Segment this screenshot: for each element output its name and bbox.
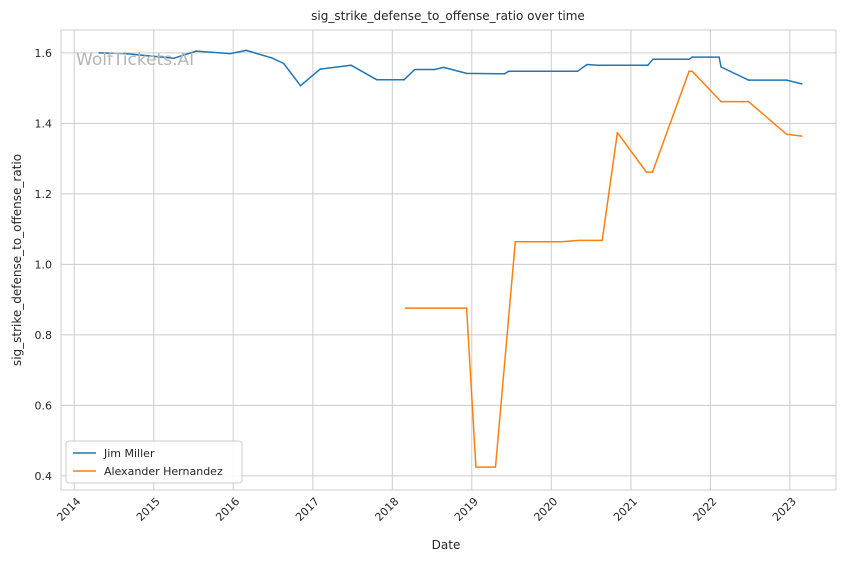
data-point-jim-miller [747, 79, 750, 81]
data-point-jim-miller [245, 49, 248, 52]
watermark: WolfTickets.AI [76, 50, 194, 70]
data-point-jim-miller [98, 52, 101, 54]
data-point-jim-miller [173, 57, 175, 59]
y-tick-label: 0.4 [35, 470, 53, 483]
data-point-jim-miller [229, 52, 232, 55]
y-tick-label: 1.2 [35, 188, 53, 201]
data-point-alexander-hernandez [645, 171, 648, 173]
data-point-jim-miller [319, 68, 322, 70]
legend: Jim Miller Alexander Hernandez [65, 440, 243, 484]
data-point-jim-miller [465, 72, 468, 75]
data-point-alexander-hernandez [494, 466, 497, 468]
data-point-jim-miller [718, 56, 720, 58]
data-point-jim-miller [375, 78, 378, 81]
data-point-alexander-hernandez [688, 70, 690, 72]
data-point-jim-miller [785, 79, 788, 81]
data-point-alexander-hernandez [720, 100, 722, 103]
data-point-jim-miller [124, 52, 126, 55]
y-tick-label: 1.6 [35, 47, 53, 60]
data-point-alexander-hernandez [475, 466, 477, 468]
data-point-alexander-hernandez [578, 239, 581, 242]
data-point-alexander-hernandez [404, 307, 407, 309]
data-point-jim-miller [508, 70, 510, 72]
legend-label-alexander-hernandez: Alexander Hernandez [104, 465, 223, 478]
data-point-jim-miller [403, 78, 405, 81]
data-point-alexander-hernandez [651, 171, 654, 173]
data-point-jim-miller [647, 64, 649, 66]
data-point-jim-miller [350, 64, 352, 66]
data-point-jim-miller [691, 56, 693, 58]
series-layer [98, 49, 803, 468]
data-point-alexander-hernandez [801, 135, 803, 137]
data-point-alexander-hernandez [560, 241, 562, 243]
data-point-alexander-hernandez [465, 307, 468, 309]
data-point-alexander-hernandez [785, 133, 788, 136]
data-point-jim-miller [801, 83, 803, 85]
data-point-alexander-hernandez [747, 100, 750, 103]
x-axis-title: Date [432, 538, 461, 552]
grid [61, 30, 836, 490]
data-point-jim-miller [688, 58, 690, 61]
data-point-jim-miller [433, 68, 436, 71]
data-point-alexander-hernandez [514, 241, 517, 243]
data-point-jim-miller [299, 84, 302, 87]
data-point-jim-miller [282, 62, 285, 65]
y-tick-label: 1.0 [35, 258, 53, 271]
data-point-jim-miller [720, 66, 722, 68]
data-point-jim-miller [195, 50, 197, 52]
data-point-alexander-hernandez [601, 239, 603, 242]
y-axis-title: sig_strike_defense_to_offense_ratio [10, 154, 24, 366]
legend-label-jim-miller: Jim Miller [103, 447, 155, 460]
y-tick-label: 1.4 [35, 117, 53, 130]
data-point-alexander-hernandez [616, 131, 619, 134]
y-tick-label: 0.6 [35, 399, 53, 412]
data-point-jim-miller [442, 66, 445, 69]
data-point-jim-miller [270, 57, 273, 59]
chart-title: sig_strike_defense_to_offense_ratio over… [311, 9, 585, 23]
data-point-jim-miller [497, 72, 499, 75]
legend-box [65, 440, 243, 484]
data-point-jim-miller [596, 64, 599, 66]
data-point-jim-miller [576, 70, 579, 72]
data-point-jim-miller [503, 72, 506, 75]
plot-frame [60, 29, 837, 491]
data-point-jim-miller [414, 68, 416, 71]
y-tick-label: 0.8 [35, 329, 53, 342]
data-point-jim-miller [652, 58, 654, 61]
data-point-jim-miller [586, 63, 588, 66]
data-point-alexander-hernandez [691, 70, 693, 72]
